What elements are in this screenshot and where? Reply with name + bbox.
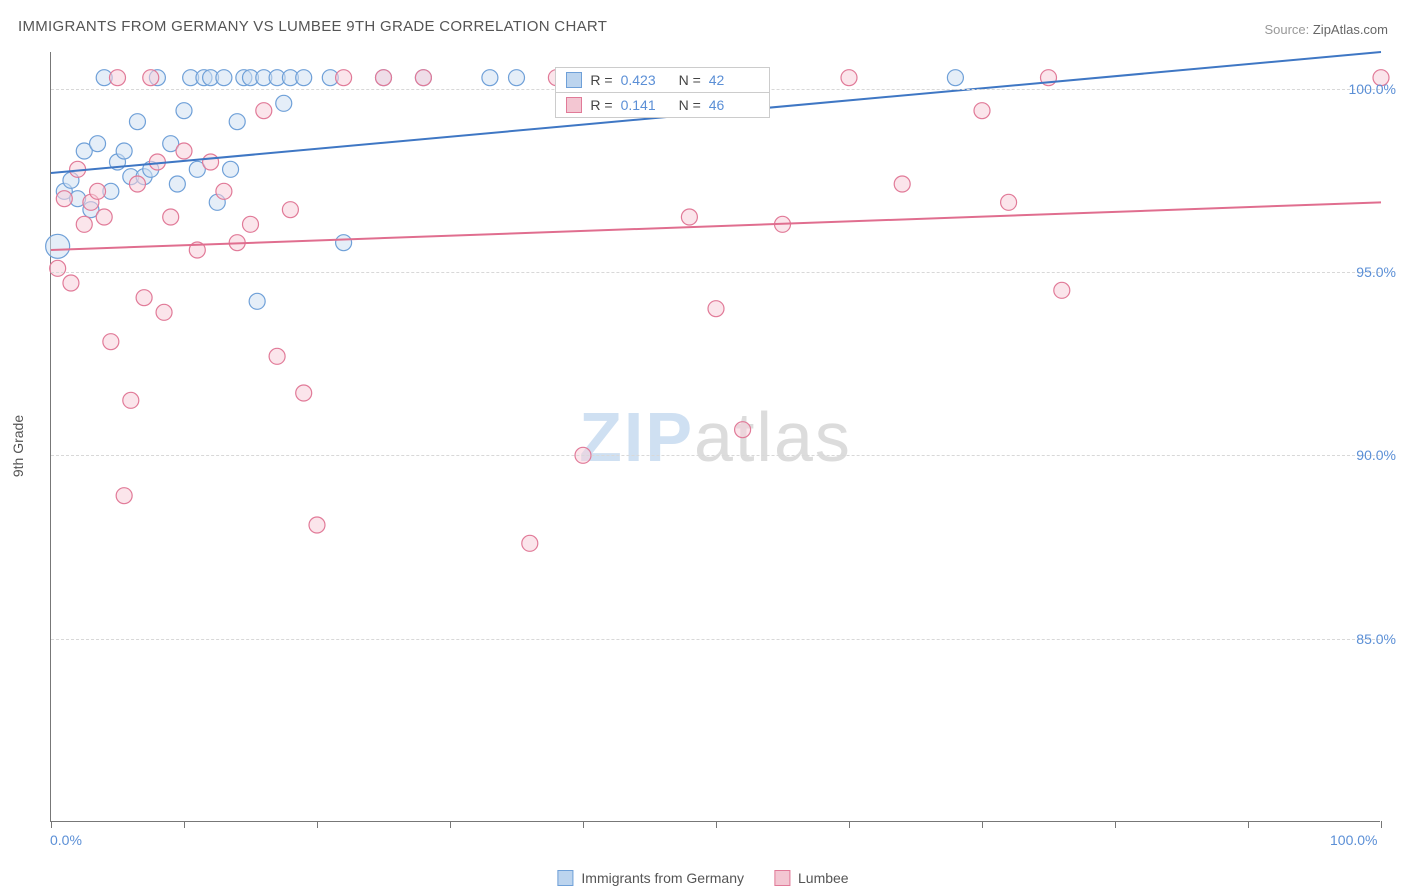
data-point <box>415 70 431 86</box>
data-point <box>129 114 145 130</box>
legend-n-label: N = <box>679 72 701 88</box>
data-point <box>116 143 132 159</box>
y-axis-label: 9th Grade <box>10 415 26 477</box>
x-tick <box>982 821 983 828</box>
data-point <box>974 103 990 119</box>
x-tick <box>450 821 451 828</box>
data-point <box>1001 194 1017 210</box>
legend-n-label: N = <box>679 97 701 113</box>
data-point <box>269 348 285 364</box>
x-tick-label: 0.0% <box>50 832 82 848</box>
legend-bottom: Immigrants from Germany Lumbee <box>557 870 848 886</box>
data-point <box>110 70 126 86</box>
swatch-icon <box>566 97 582 113</box>
data-point <box>63 275 79 291</box>
legend-r-value: 0.423 <box>621 72 671 88</box>
data-point <box>256 103 272 119</box>
gridline <box>51 272 1380 273</box>
x-tick <box>184 821 185 828</box>
legend-stats-row: R = 0.141 N = 46 <box>556 93 768 117</box>
data-point <box>229 114 245 130</box>
data-point <box>243 216 259 232</box>
legend-item-germany: Immigrants from Germany <box>557 870 744 886</box>
legend-r-label: R = <box>590 72 612 88</box>
data-point <box>56 191 72 207</box>
data-point <box>50 260 66 276</box>
legend-stats: R = 0.423 N = 42 R = 0.141 N = 46 <box>555 67 769 118</box>
swatch-icon <box>566 72 582 88</box>
data-point <box>336 235 352 251</box>
data-point <box>947 70 963 86</box>
data-point <box>309 517 325 533</box>
gridline <box>51 639 1380 640</box>
data-point <box>169 176 185 192</box>
data-point <box>894 176 910 192</box>
data-point <box>276 95 292 111</box>
data-point <box>136 290 152 306</box>
y-tick-label: 90.0% <box>1356 447 1396 463</box>
data-point <box>90 183 106 199</box>
legend-r-value: 0.141 <box>621 97 671 113</box>
chart-svg <box>51 52 1380 821</box>
x-tick-label: 100.0% <box>1330 832 1377 848</box>
swatch-icon <box>774 870 790 886</box>
data-point <box>216 70 232 86</box>
data-point <box>681 209 697 225</box>
legend-label: Immigrants from Germany <box>581 870 744 886</box>
data-point <box>163 209 179 225</box>
data-point <box>376 70 392 86</box>
data-point <box>96 209 112 225</box>
data-point <box>296 385 312 401</box>
y-tick-label: 100.0% <box>1349 81 1396 97</box>
data-point <box>143 70 159 86</box>
data-point <box>223 161 239 177</box>
data-point <box>123 392 139 408</box>
gridline <box>51 455 1380 456</box>
x-tick <box>716 821 717 828</box>
swatch-icon <box>557 870 573 886</box>
chart-title: IMMIGRANTS FROM GERMANY VS LUMBEE 9TH GR… <box>18 18 607 35</box>
data-point <box>522 535 538 551</box>
data-point <box>156 304 172 320</box>
x-tick <box>317 821 318 828</box>
x-tick <box>51 821 52 828</box>
data-point <box>249 293 265 309</box>
data-point <box>482 70 498 86</box>
data-point <box>735 422 751 438</box>
legend-n-value: 42 <box>709 72 759 88</box>
x-tick <box>1381 821 1382 828</box>
data-point <box>1054 282 1070 298</box>
legend-r-label: R = <box>590 97 612 113</box>
data-point <box>176 103 192 119</box>
legend-n-value: 46 <box>709 97 759 113</box>
data-point <box>116 488 132 504</box>
data-point <box>90 136 106 152</box>
x-tick <box>1248 821 1249 828</box>
data-point <box>841 70 857 86</box>
y-tick-label: 85.0% <box>1356 631 1396 647</box>
source-attribution: Source: ZipAtlas.com <box>1264 22 1388 37</box>
x-tick <box>1115 821 1116 828</box>
plot-area: ZIPatlas <box>50 52 1380 822</box>
data-point <box>336 70 352 86</box>
legend-item-lumbee: Lumbee <box>774 870 849 886</box>
data-point <box>76 216 92 232</box>
data-point <box>708 301 724 317</box>
legend-label: Lumbee <box>798 870 849 886</box>
data-point <box>129 176 145 192</box>
data-point <box>203 154 219 170</box>
data-point <box>282 202 298 218</box>
x-tick <box>583 821 584 828</box>
data-point <box>103 334 119 350</box>
data-point <box>509 70 525 86</box>
data-point <box>176 143 192 159</box>
source-label: Source: <box>1264 22 1312 37</box>
data-point <box>216 183 232 199</box>
source-value: ZipAtlas.com <box>1313 22 1388 37</box>
data-point <box>296 70 312 86</box>
legend-stats-row: R = 0.423 N = 42 <box>556 68 768 93</box>
y-tick-label: 95.0% <box>1356 264 1396 280</box>
x-tick <box>849 821 850 828</box>
data-point <box>46 234 70 258</box>
